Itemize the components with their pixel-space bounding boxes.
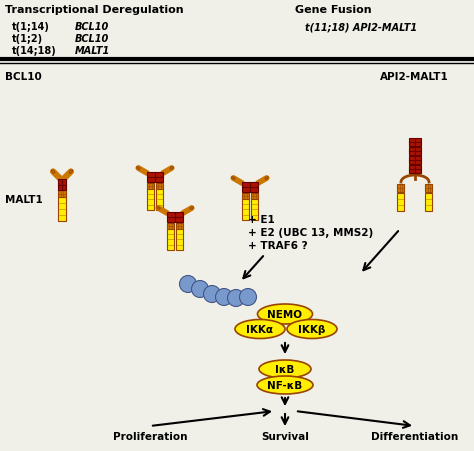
- Bar: [58, 191, 66, 198]
- Ellipse shape: [287, 320, 337, 339]
- Bar: [167, 224, 174, 230]
- Bar: [409, 147, 421, 156]
- Text: NF-κB: NF-κB: [267, 380, 302, 390]
- Text: + TRAF6 ?: + TRAF6 ?: [248, 240, 308, 250]
- Bar: [409, 156, 421, 165]
- Ellipse shape: [265, 177, 268, 180]
- Bar: [242, 183, 258, 193]
- Bar: [147, 184, 154, 189]
- Circle shape: [180, 276, 197, 293]
- Text: NEMO: NEMO: [267, 309, 302, 319]
- Text: + E1: + E1: [248, 215, 275, 225]
- Bar: [242, 193, 249, 199]
- Bar: [398, 193, 404, 212]
- Circle shape: [191, 281, 209, 298]
- Bar: [58, 198, 66, 221]
- Text: t(14;18): t(14;18): [12, 46, 57, 56]
- Bar: [242, 198, 249, 221]
- Text: t(1;2): t(1;2): [12, 34, 43, 44]
- Circle shape: [228, 290, 245, 307]
- Bar: [426, 193, 432, 212]
- Ellipse shape: [232, 177, 235, 180]
- Ellipse shape: [157, 207, 160, 210]
- Ellipse shape: [69, 170, 73, 174]
- Text: MALT1: MALT1: [75, 46, 110, 56]
- Bar: [176, 224, 183, 230]
- Circle shape: [216, 289, 233, 306]
- Ellipse shape: [235, 320, 285, 339]
- Ellipse shape: [257, 304, 312, 324]
- Ellipse shape: [137, 167, 140, 170]
- Ellipse shape: [170, 167, 173, 170]
- Bar: [147, 189, 154, 211]
- Text: BCL10: BCL10: [75, 22, 109, 32]
- Bar: [409, 166, 421, 174]
- Bar: [251, 198, 258, 221]
- Bar: [156, 184, 163, 189]
- Text: + E2 (UBC 13, MMS2): + E2 (UBC 13, MMS2): [248, 227, 373, 238]
- Text: Proliferation: Proliferation: [113, 431, 187, 441]
- Bar: [251, 193, 258, 199]
- Ellipse shape: [259, 360, 311, 378]
- Text: IKKβ: IKKβ: [298, 324, 326, 334]
- Bar: [176, 229, 183, 250]
- Text: Gene Fusion: Gene Fusion: [295, 5, 372, 15]
- Bar: [398, 184, 404, 193]
- Text: t(1;14): t(1;14): [12, 22, 50, 32]
- Text: Transcriptional Deregulation: Transcriptional Deregulation: [5, 5, 183, 15]
- Ellipse shape: [52, 170, 55, 174]
- Text: MALT1: MALT1: [5, 194, 43, 205]
- Bar: [58, 180, 66, 191]
- Text: IκB: IκB: [275, 364, 295, 374]
- Text: BCL10: BCL10: [5, 72, 42, 82]
- Bar: [156, 189, 163, 211]
- Text: IKKα: IKKα: [246, 324, 273, 334]
- Text: t(11;18) API2-MALT1: t(11;18) API2-MALT1: [305, 22, 417, 32]
- Ellipse shape: [190, 207, 193, 210]
- Text: Survival: Survival: [261, 431, 309, 441]
- Bar: [409, 139, 421, 147]
- Bar: [167, 212, 183, 222]
- Bar: [167, 229, 174, 250]
- Bar: [147, 173, 163, 183]
- Circle shape: [239, 289, 256, 306]
- Text: Differentiation: Differentiation: [371, 431, 459, 441]
- Text: API2-MALT1: API2-MALT1: [380, 72, 449, 82]
- Ellipse shape: [257, 376, 313, 394]
- Text: BCL10: BCL10: [75, 34, 109, 44]
- Circle shape: [203, 286, 220, 303]
- Bar: [426, 184, 432, 193]
